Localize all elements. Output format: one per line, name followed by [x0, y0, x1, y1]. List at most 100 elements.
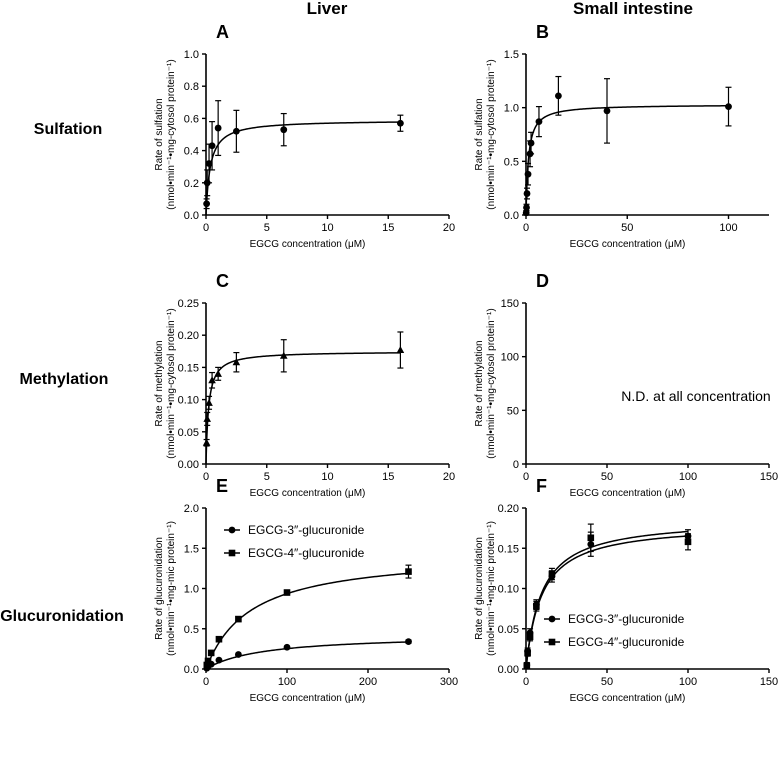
y-axis-label-line2: (nmol•min⁻¹•mg-cytosol protein⁻¹) [486, 59, 497, 209]
y-tick-label: 0.15 [498, 543, 519, 555]
data-point [524, 170, 532, 178]
y-axis-label: Rate of sulfation (nmol•min⁻¹•mg-cytosol … [474, 59, 497, 209]
x-tick-label: 10 [321, 471, 333, 483]
data-point [405, 638, 412, 646]
panel-f: F 0.00 0.05 0.10 0.15 0.20 0 50 100 150 EGCG conce… [474, 476, 778, 704]
row-title-methylation: Methylation [20, 371, 109, 388]
panel-letter-a: A [216, 22, 229, 42]
x-tick-label: 100 [679, 471, 697, 483]
fit-curve [205, 121, 401, 216]
y-tick-label: 0.4 [184, 146, 199, 158]
y-tick-label: 50 [507, 405, 519, 417]
panel-c: C 0.00 0.05 0.10 0.15 0.20 0.25 0 5 10 15 20 EGCG co… [154, 271, 455, 499]
data-point [205, 398, 213, 406]
y-tick-label: 0.05 [498, 624, 519, 636]
data-point [396, 346, 405, 354]
data-point [555, 92, 562, 100]
y-tick-label: 0.15 [178, 362, 199, 374]
data-point [280, 126, 288, 134]
data-point [208, 142, 216, 150]
y-tick-label: 0.5 [184, 624, 199, 636]
x-tick-label: 100 [679, 676, 697, 688]
y-tick-label: 1.5 [184, 543, 199, 555]
x-tick-label: 200 [359, 676, 377, 688]
x-tick-label: 0 [523, 222, 529, 234]
y-tick-label: 0.8 [184, 81, 199, 93]
data-point [215, 635, 223, 643]
y-tick-label: 1.5 [504, 49, 519, 61]
x-tick-label: 100 [278, 676, 296, 688]
data-point [207, 649, 215, 657]
x-tick-label: 100 [719, 222, 737, 234]
panel-letter-d: D [536, 271, 549, 291]
data-point [603, 107, 611, 115]
data-point [283, 589, 291, 596]
y-tick-label: 1.0 [184, 49, 199, 61]
y-axis-label-line1: Rate of methylation [474, 340, 485, 426]
y-axis-label: Rate of methylation (nmol•min⁻¹•mg-cytoso… [474, 308, 497, 458]
row-title-sulfation: Sulfation [34, 121, 102, 138]
y-tick-label: 1.0 [184, 584, 199, 596]
legend-entry-2: EGCG-4″-glucuronide [568, 635, 685, 649]
y-tick-label: 0.6 [184, 113, 199, 125]
legend-marker [548, 638, 556, 646]
x-tick-label: 15 [382, 222, 394, 234]
y-tick-label: 0.00 [498, 664, 519, 676]
column-title-small-intestine: Small intestine [573, 0, 693, 18]
data-point [526, 633, 534, 641]
x-axis-label: EGCG concentration (μM) [570, 488, 686, 499]
y-tick-label: 0.0 [184, 210, 199, 222]
panel-letter-e: E [216, 476, 228, 496]
y-tick-label: 0.25 [178, 298, 199, 310]
panel-d: D 0 50 100 150 0 50 100 150 EGCG concentration (μ… [474, 271, 778, 499]
y-tick-label: 0.20 [178, 330, 199, 342]
y-tick-label: 150 [501, 298, 519, 310]
y-tick-label: 0.5 [504, 156, 519, 168]
x-tick-label: 50 [621, 222, 633, 234]
x-tick-label: 50 [601, 676, 613, 688]
panel-letter-b: B [536, 22, 549, 42]
legend-entry-2: EGCG-4″-glucuronide [248, 546, 365, 560]
data-point [235, 615, 242, 623]
x-tick-label: 5 [264, 471, 270, 483]
panel-a: A 0.0 0.2 0.4 0.6 0.8 1.0 0 5 10 15 20 EGCG concentr… [154, 22, 455, 250]
y-axis-label-line1: Rate of glucuronidation [474, 537, 485, 640]
panel-letter-f: F [536, 476, 547, 496]
series-1 [203, 100, 404, 216]
legend-entry-1: EGCG-3″-glucuronide [568, 612, 685, 626]
y-tick-label: 0.10 [498, 584, 519, 596]
panel-letter-c: C [216, 271, 229, 291]
x-tick-label: 0 [523, 471, 529, 483]
y-axis-label-line1: Rate of sulfation [154, 98, 165, 170]
y-axis-label-line2: (nmol•min⁻¹•mg-mic protein⁻¹) [486, 521, 497, 656]
y-axis-label: Rate of sulfation (nmol•min⁻¹•mg-cytosol … [154, 59, 177, 209]
x-tick-label: 50 [601, 471, 613, 483]
fit-curve [205, 352, 401, 464]
x-tick-label: 150 [760, 471, 778, 483]
x-tick-label: 150 [760, 676, 778, 688]
fit-curve [525, 105, 729, 215]
data-point [397, 119, 404, 127]
x-axis-label: EGCG concentration (μM) [250, 488, 366, 499]
data-point [204, 657, 212, 665]
data-point [523, 204, 530, 211]
data-point [725, 103, 732, 110]
y-axis-label-line1: Rate of glucuronidation [154, 537, 165, 640]
y-tick-label: 0.00 [178, 459, 199, 471]
data-point [283, 643, 291, 651]
data-point [203, 200, 211, 208]
not-detected-note: N.D. at all concentration [621, 388, 770, 404]
series-1 [522, 75, 732, 217]
y-axis-label-line2: (nmol•min⁻¹•mg-cytosol protein⁻¹) [166, 308, 177, 458]
x-axis-label: EGCG concentration (μM) [250, 239, 366, 250]
y-tick-label: 0.0 [504, 210, 519, 222]
panel-b: B 0.0 0.5 1.0 1.5 0 50 100 EGCG concentration (μ… [474, 22, 769, 250]
row-title-glucuronidation: Glucuronidation [0, 608, 124, 625]
x-tick-label: 0 [523, 676, 529, 688]
data-point [202, 438, 211, 446]
legend-marker [228, 549, 236, 557]
data-point [279, 351, 288, 359]
data-point [215, 656, 223, 664]
y-tick-label: 0.0 [184, 664, 199, 676]
